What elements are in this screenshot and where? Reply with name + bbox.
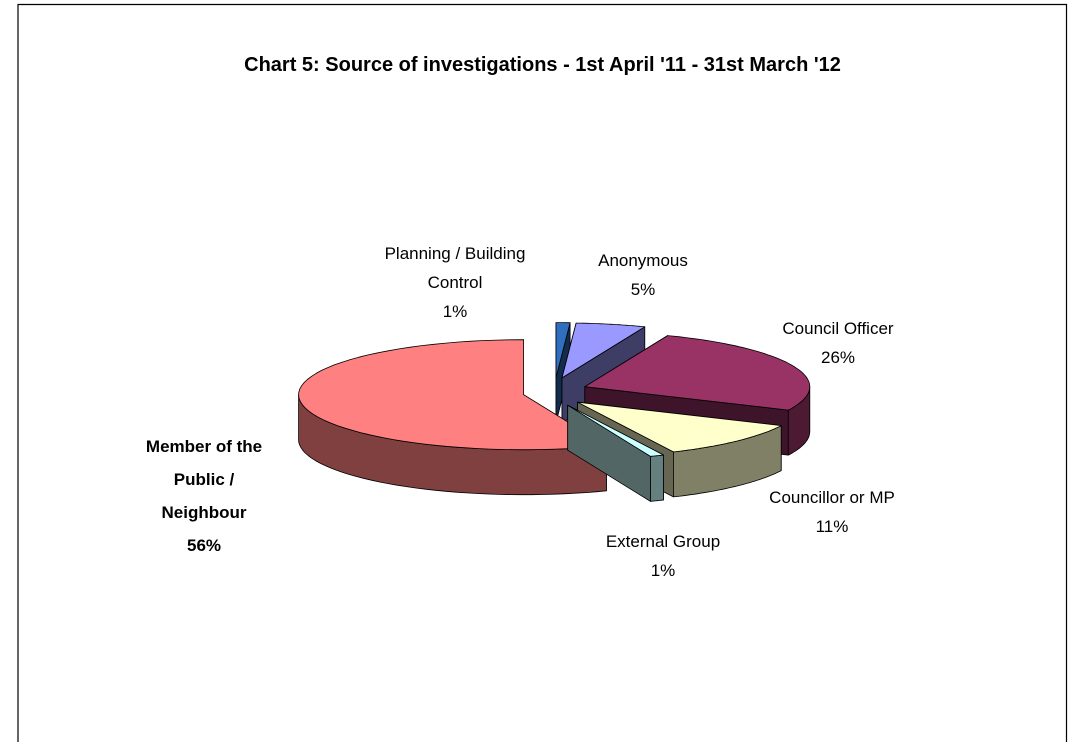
value-label: 11%: [815, 517, 849, 536]
pie-slice: [567, 404, 664, 502]
data-label: Member of the Public / Neighbour 56%: [139, 430, 269, 562]
slice-top: [561, 322, 646, 379]
category-label: Councillor or MP: [769, 488, 895, 507]
category-label: External Group: [605, 532, 721, 551]
data-label: Council Officer 26%: [748, 314, 928, 372]
slice-top: [577, 401, 782, 453]
value-label: 1%: [650, 561, 676, 580]
data-label: Anonymous 5%: [563, 246, 723, 304]
value-label: 26%: [820, 348, 856, 367]
category-label: Anonymous: [598, 251, 688, 270]
category-label: Planning / Building Control: [384, 244, 526, 292]
category-label: Member of the Public / Neighbour: [145, 437, 263, 522]
category-label: Council Officer: [782, 319, 894, 338]
slice-top: [584, 335, 811, 411]
slice-top: [298, 339, 607, 451]
data-label: External Group 1%: [563, 527, 763, 585]
data-label: Planning / Building Control 1%: [355, 239, 555, 326]
chart-title: Chart 5: Source of investigations - 1st …: [244, 54, 841, 76]
chart-border: [17, 3, 1068, 742]
value-label: 56%: [186, 536, 222, 555]
data-label: Councillor or MP 11%: [732, 483, 932, 541]
slice-top: [555, 322, 571, 378]
value-label: 5%: [630, 280, 656, 299]
value-label: 1%: [442, 302, 468, 321]
slice-wall: [650, 454, 664, 502]
slice-top: [567, 404, 664, 457]
